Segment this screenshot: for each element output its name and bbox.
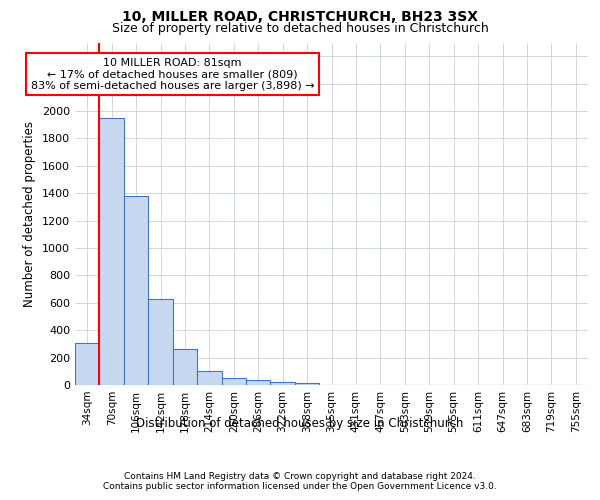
- Bar: [124, 196, 148, 385]
- Bar: [271, 382, 295, 385]
- Bar: [246, 380, 271, 385]
- Text: Distribution of detached houses by size in Christchurch: Distribution of detached houses by size …: [136, 418, 464, 430]
- Bar: [221, 378, 246, 385]
- Text: Size of property relative to detached houses in Christchurch: Size of property relative to detached ho…: [112, 22, 488, 35]
- Bar: [75, 342, 100, 385]
- Text: Contains public sector information licensed under the Open Government Licence v3: Contains public sector information licen…: [103, 482, 497, 491]
- Text: 10, MILLER ROAD, CHRISTCHURCH, BH23 3SX: 10, MILLER ROAD, CHRISTCHURCH, BH23 3SX: [122, 10, 478, 24]
- Bar: [197, 372, 221, 385]
- Bar: [148, 298, 173, 385]
- Text: 10 MILLER ROAD: 81sqm
← 17% of detached houses are smaller (809)
83% of semi-det: 10 MILLER ROAD: 81sqm ← 17% of detached …: [31, 58, 314, 91]
- Bar: [295, 383, 319, 385]
- Text: Contains HM Land Registry data © Crown copyright and database right 2024.: Contains HM Land Registry data © Crown c…: [124, 472, 476, 481]
- Bar: [173, 348, 197, 385]
- Bar: [100, 118, 124, 385]
- Y-axis label: Number of detached properties: Number of detached properties: [23, 120, 37, 306]
